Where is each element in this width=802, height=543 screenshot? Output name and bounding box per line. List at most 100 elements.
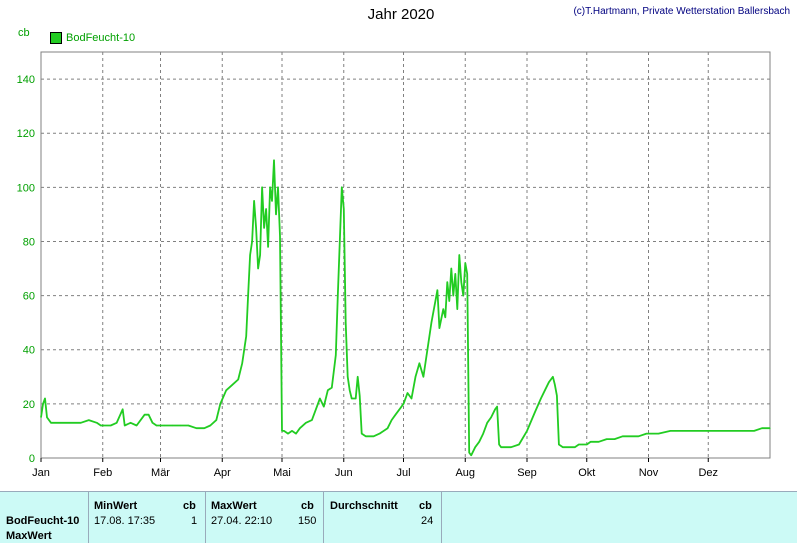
data-point bbox=[568, 446, 570, 448]
data-point bbox=[486, 422, 488, 424]
data-point bbox=[438, 327, 440, 329]
header-avg-unit: cb bbox=[419, 500, 432, 512]
data-point bbox=[582, 443, 584, 446]
data-point bbox=[70, 422, 72, 424]
data-point bbox=[373, 435, 375, 437]
data-point bbox=[657, 433, 660, 435]
data-point bbox=[277, 186, 279, 188]
data-point bbox=[283, 430, 285, 432]
data-point bbox=[681, 430, 683, 432]
data-point bbox=[295, 433, 297, 435]
data-point bbox=[454, 273, 456, 275]
data-point bbox=[482, 433, 484, 435]
data-point bbox=[534, 411, 536, 413]
data-point bbox=[498, 443, 500, 446]
data-point bbox=[598, 441, 600, 443]
data-point bbox=[46, 416, 48, 418]
data-point bbox=[741, 430, 743, 432]
data-point bbox=[110, 424, 112, 427]
data-point bbox=[327, 389, 329, 391]
header-max: MaxWert bbox=[211, 500, 257, 512]
x-tick-label: Feb bbox=[93, 467, 112, 479]
data-point bbox=[466, 273, 468, 275]
max-value: 150 bbox=[298, 515, 317, 527]
y-tick-label: 20 bbox=[23, 399, 35, 411]
row-series-name: BodFeucht-10 bbox=[6, 515, 80, 527]
data-point bbox=[219, 403, 221, 405]
data-point bbox=[729, 430, 731, 432]
header-avg: Durchschnitt bbox=[330, 500, 398, 512]
data-point bbox=[578, 443, 580, 446]
data-point bbox=[203, 427, 205, 429]
y-tick-label: 80 bbox=[23, 236, 35, 248]
data-point bbox=[606, 438, 608, 440]
data-point bbox=[349, 389, 351, 391]
data-point bbox=[263, 227, 265, 229]
data-point bbox=[490, 416, 492, 418]
data-point bbox=[761, 427, 763, 429]
data-point bbox=[518, 443, 520, 446]
data-point bbox=[311, 419, 313, 421]
data-point bbox=[337, 295, 339, 297]
data-point bbox=[136, 424, 138, 427]
data-point bbox=[386, 427, 389, 429]
y-tick-label: 100 bbox=[17, 182, 35, 194]
data-point bbox=[470, 454, 472, 456]
data-point bbox=[265, 208, 267, 210]
chart-legend: BodFeucht-10 bbox=[50, 32, 135, 44]
legend-swatch bbox=[50, 32, 62, 44]
data-point bbox=[494, 408, 496, 410]
stats-divider bbox=[441, 491, 442, 543]
data-point bbox=[398, 408, 401, 410]
x-tick-label: Nov bbox=[639, 467, 659, 479]
data-point bbox=[693, 430, 695, 432]
data-point bbox=[60, 422, 62, 424]
x-tick-label: Jul bbox=[396, 467, 410, 479]
x-tick-label: Aug bbox=[455, 467, 475, 479]
data-point bbox=[44, 397, 46, 400]
data-point bbox=[464, 262, 466, 264]
data-point bbox=[42, 403, 44, 405]
data-point bbox=[273, 159, 275, 161]
data-point bbox=[269, 186, 271, 188]
data-point bbox=[402, 403, 405, 405]
y-tick-label: 40 bbox=[23, 345, 35, 357]
data-point bbox=[436, 289, 438, 291]
header-min-unit: cb bbox=[183, 500, 196, 512]
data-point bbox=[669, 430, 672, 432]
data-point bbox=[255, 227, 257, 229]
data-point bbox=[257, 267, 259, 270]
data-point bbox=[261, 186, 263, 188]
data-point bbox=[215, 419, 217, 421]
data-point bbox=[343, 208, 345, 210]
data-point bbox=[259, 254, 261, 256]
data-point bbox=[622, 435, 624, 437]
data-point bbox=[88, 419, 90, 421]
stats-table: MinWert cb MaxWert cb Durchschnitt cb Bo… bbox=[0, 491, 797, 543]
data-point bbox=[315, 408, 317, 410]
y-tick-label: 120 bbox=[17, 128, 35, 140]
data-point bbox=[130, 422, 132, 424]
data-point bbox=[390, 419, 393, 421]
data-point bbox=[705, 430, 707, 432]
data-point bbox=[50, 422, 52, 424]
series-line bbox=[40, 159, 770, 457]
data-point bbox=[241, 362, 243, 364]
stats-divider bbox=[88, 491, 89, 543]
data-point bbox=[558, 443, 560, 446]
data-point bbox=[478, 441, 480, 443]
data-point bbox=[526, 430, 528, 432]
data-point bbox=[195, 427, 197, 429]
data-point bbox=[247, 295, 249, 297]
data-point bbox=[100, 424, 102, 427]
data-point bbox=[143, 414, 146, 416]
legend-label: BodFeucht-10 bbox=[66, 32, 136, 44]
stats-divider bbox=[323, 491, 324, 543]
data-point bbox=[456, 308, 458, 310]
data-point bbox=[500, 446, 502, 448]
data-point bbox=[355, 397, 357, 400]
data-point bbox=[279, 235, 281, 237]
data-point bbox=[446, 281, 448, 283]
data-point bbox=[444, 316, 446, 318]
data-point bbox=[171, 424, 174, 427]
